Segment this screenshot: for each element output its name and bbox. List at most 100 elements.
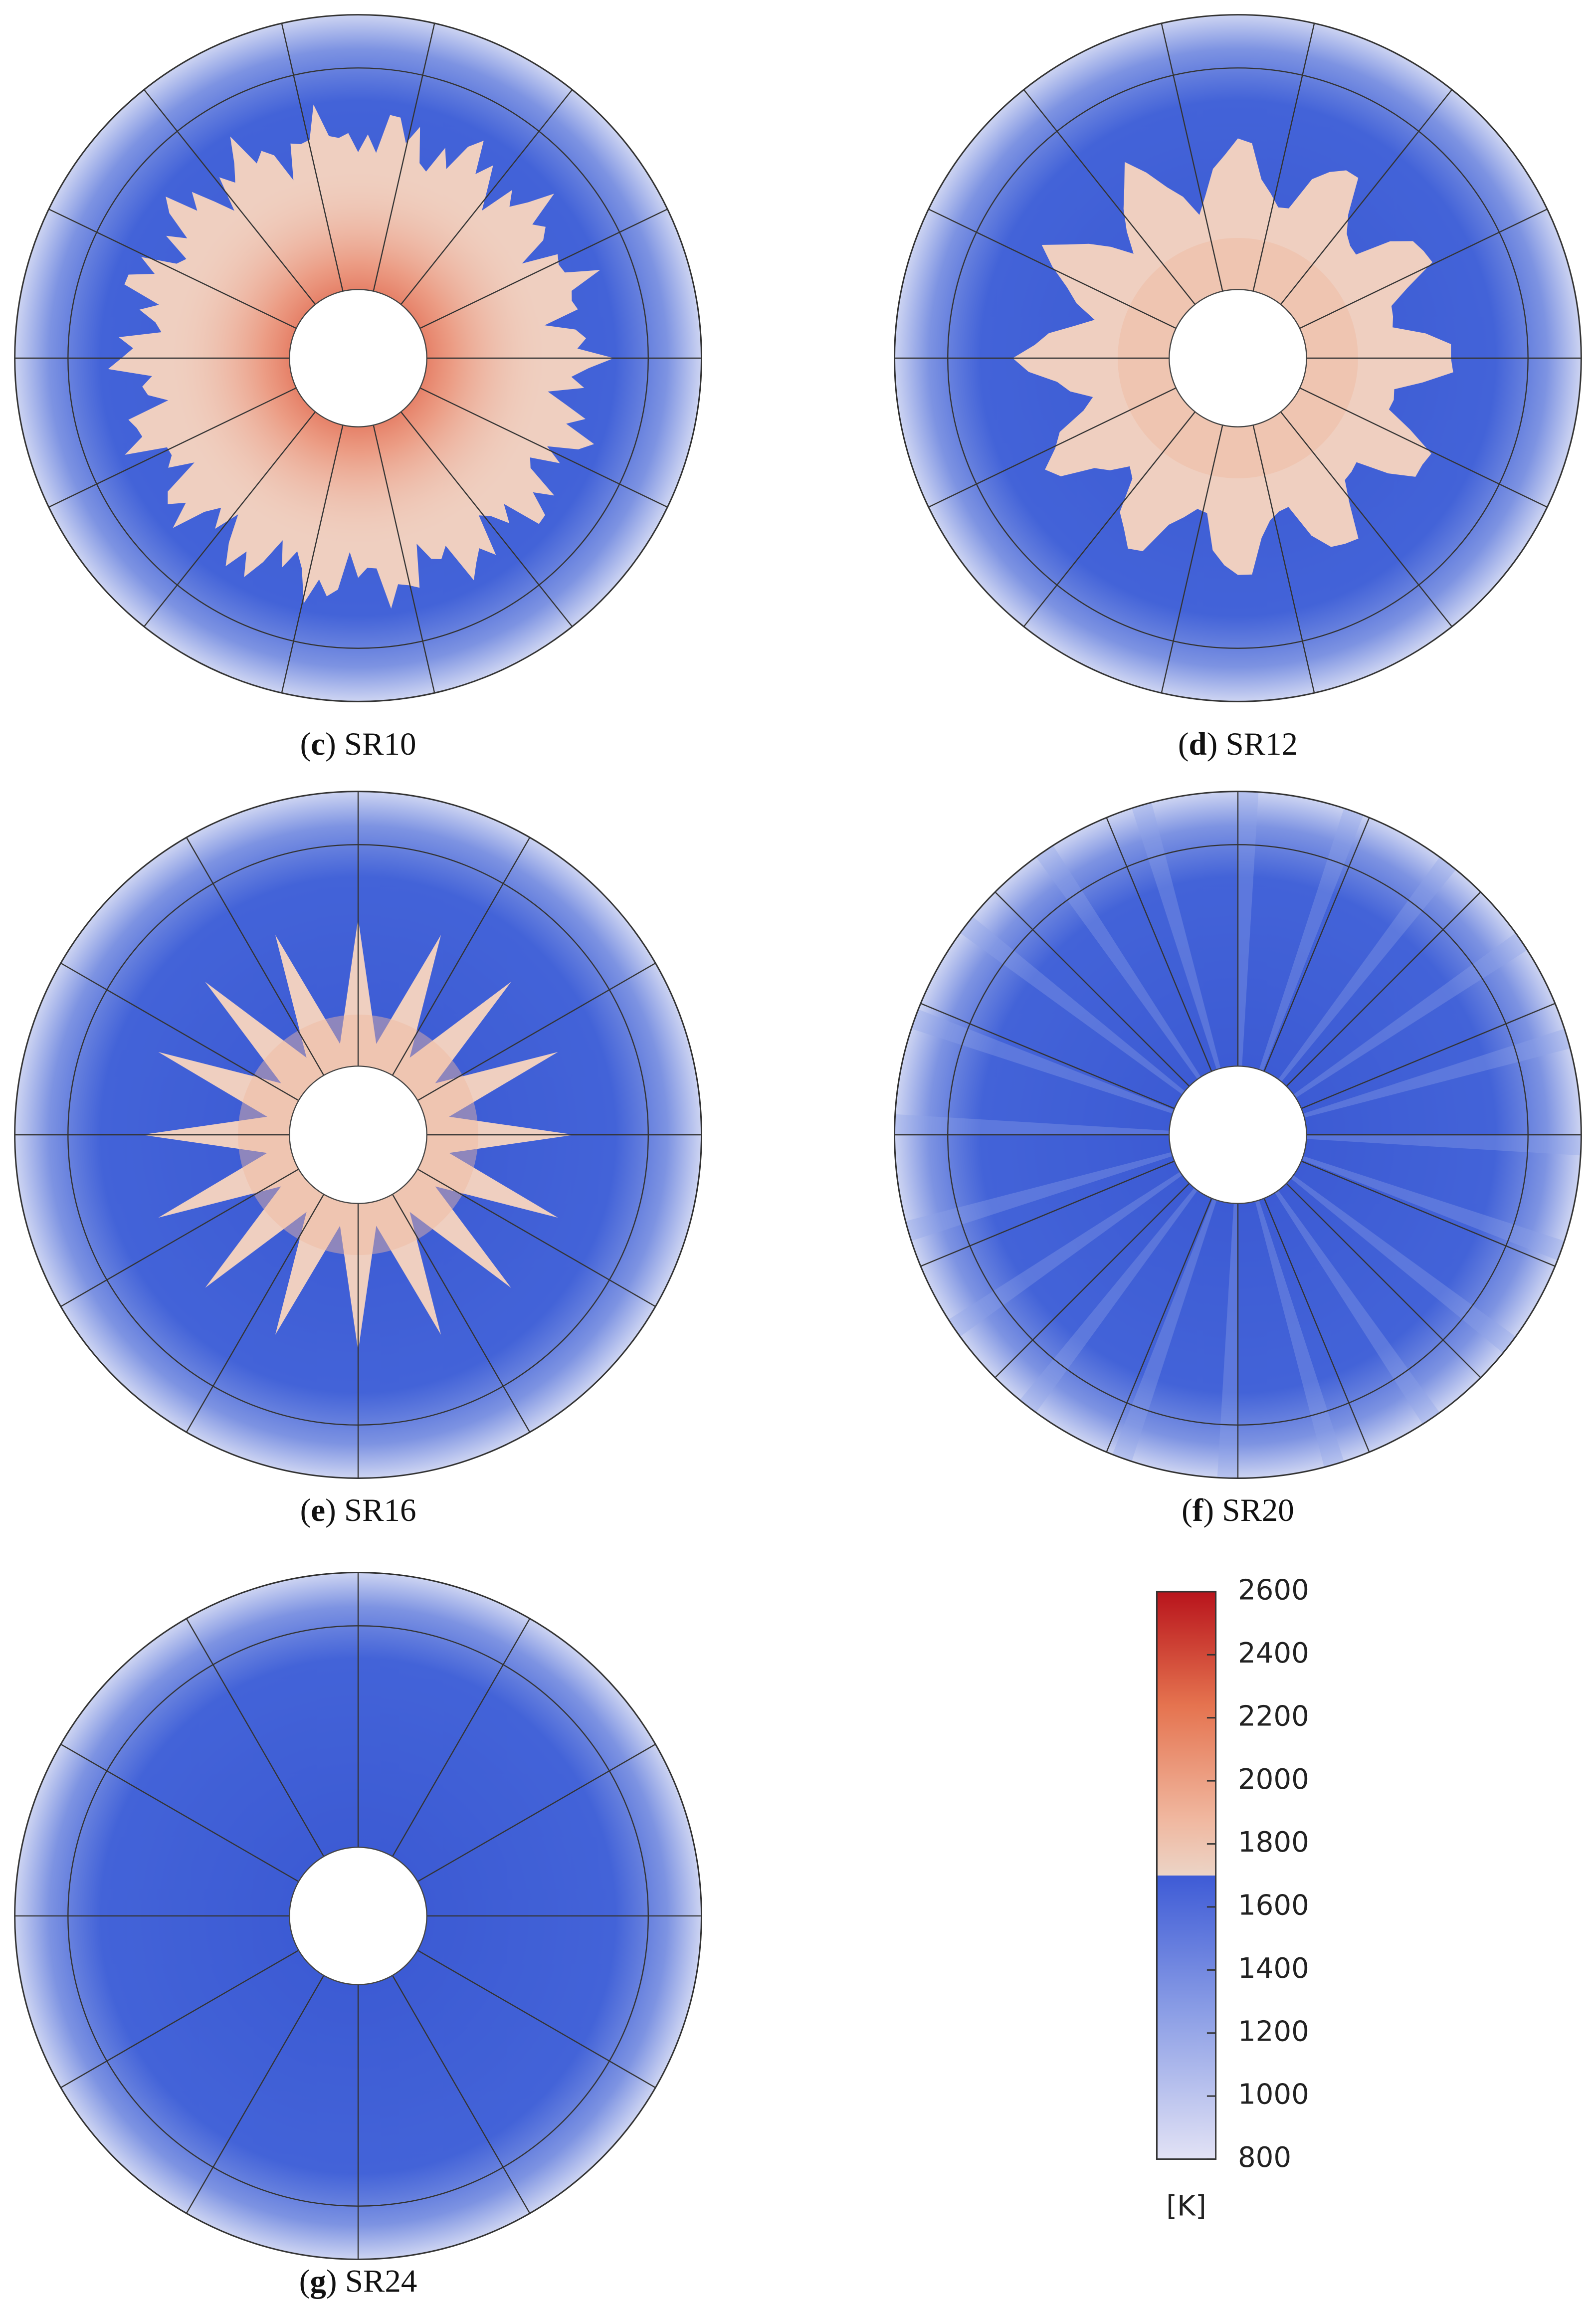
caption-part: ) SR24 <box>326 2263 417 2299</box>
outer-wall <box>894 14 1582 702</box>
spoke <box>281 23 344 292</box>
stripe <box>911 1009 1238 1135</box>
caption-part: d <box>1189 726 1207 762</box>
spoke <box>1161 424 1223 693</box>
caption-part: ) SR20 <box>1203 1492 1294 1528</box>
spoke <box>60 1168 299 1307</box>
stripe <box>948 1135 1238 1337</box>
caption-part: ( <box>1178 726 1189 762</box>
spoke <box>1299 209 1548 329</box>
panels: (c) SR10 (d) SR12(e) SR16 (f) SR20(g) SR24 <box>14 14 1582 2299</box>
tick-label: 2000 <box>1238 1763 1309 1796</box>
spoke <box>60 1743 299 1883</box>
spoke <box>60 962 299 1101</box>
colorbar <box>1156 1591 1217 2160</box>
spoke <box>419 209 668 329</box>
caption-part: ( <box>299 2263 310 2299</box>
tick-label: 1800 <box>1238 1826 1309 1859</box>
outer-wall <box>14 791 702 1479</box>
stripe <box>960 916 1238 1135</box>
ring <box>947 67 1529 649</box>
spoke <box>60 1949 299 2089</box>
caption-part: ) SR12 <box>1207 726 1298 762</box>
ring <box>67 67 649 649</box>
stripe <box>1237 1135 1516 1353</box>
panel: (d) SR12 <box>894 14 1582 762</box>
ring <box>67 1625 649 2207</box>
hub <box>289 1847 427 1985</box>
unit-label: [K] <box>1166 2190 1206 2223</box>
spoke <box>1299 387 1548 508</box>
caption: (c) SR10 <box>300 726 416 762</box>
tick-label: 1400 <box>1238 1952 1309 1985</box>
spoke <box>920 1160 1175 1267</box>
tick-label: 1600 <box>1238 1889 1309 1922</box>
stripe <box>905 1135 1238 1241</box>
spoke <box>186 1194 325 1433</box>
caption: (e) SR16 <box>300 1492 416 1528</box>
caption-part: e <box>311 1492 325 1528</box>
spoke <box>1106 1198 1212 1453</box>
tick-label: 2400 <box>1238 1637 1309 1670</box>
spoke <box>1252 23 1315 292</box>
spoke <box>928 209 1177 329</box>
spoke <box>392 1618 531 1857</box>
tick-label: 1000 <box>1238 2079 1309 2111</box>
spoke <box>1286 1183 1481 1378</box>
hub <box>289 289 427 427</box>
caption-part: f <box>1193 1492 1204 1528</box>
stripe <box>1237 933 1528 1135</box>
spoke <box>1263 817 1370 1072</box>
ring <box>67 844 649 1426</box>
spoke <box>373 424 435 693</box>
spoke <box>392 1975 531 2214</box>
stripe <box>1237 1135 1440 1425</box>
outer-wall <box>14 1572 702 2260</box>
spoke <box>1286 891 1481 1087</box>
caption-part: g <box>310 2263 326 2299</box>
spoke <box>1263 1198 1370 1453</box>
stripe <box>1036 845 1238 1135</box>
stripe <box>1237 1135 1582 1156</box>
hub <box>1169 1065 1307 1204</box>
stripe <box>1237 808 1364 1135</box>
spoke <box>48 209 297 329</box>
caption-part: ) SR16 <box>325 1492 416 1528</box>
spoke <box>281 424 344 693</box>
hub <box>289 1065 427 1204</box>
spoke <box>186 837 325 1076</box>
caption-part: ( <box>300 726 311 762</box>
outer-wall <box>894 791 1582 1479</box>
caption-part: ( <box>1182 1492 1193 1528</box>
panel: (f) SR20 <box>894 791 1582 1528</box>
stripe <box>1237 1029 1571 1135</box>
caption: (d) SR12 <box>1178 726 1298 762</box>
panel: (g) SR24 <box>14 1572 702 2299</box>
spoke <box>417 1949 656 2089</box>
spoke <box>1252 424 1315 693</box>
spoke <box>1280 89 1453 305</box>
spoke <box>1301 1160 1556 1267</box>
spoke <box>143 89 316 305</box>
hub <box>1169 289 1307 427</box>
stripe <box>894 1114 1238 1135</box>
spoke <box>995 1183 1190 1378</box>
caption-part: ( <box>300 1492 311 1528</box>
spoke <box>1023 411 1196 627</box>
tick-label: 2600 <box>1238 1574 1309 1607</box>
panel: (e) SR16 <box>14 791 702 1528</box>
stripe <box>1112 1135 1238 1462</box>
spoke <box>400 89 573 305</box>
stripe <box>1237 1135 1344 1468</box>
caption: (g) SR24 <box>299 2263 417 2299</box>
spoke <box>417 962 656 1101</box>
spoke <box>928 387 1177 508</box>
spoke <box>417 1168 656 1307</box>
caption-part: c <box>311 726 325 762</box>
spoke <box>143 411 316 627</box>
spoke <box>186 1975 325 2214</box>
spoke <box>1161 23 1223 292</box>
stripe <box>1237 1135 1565 1260</box>
